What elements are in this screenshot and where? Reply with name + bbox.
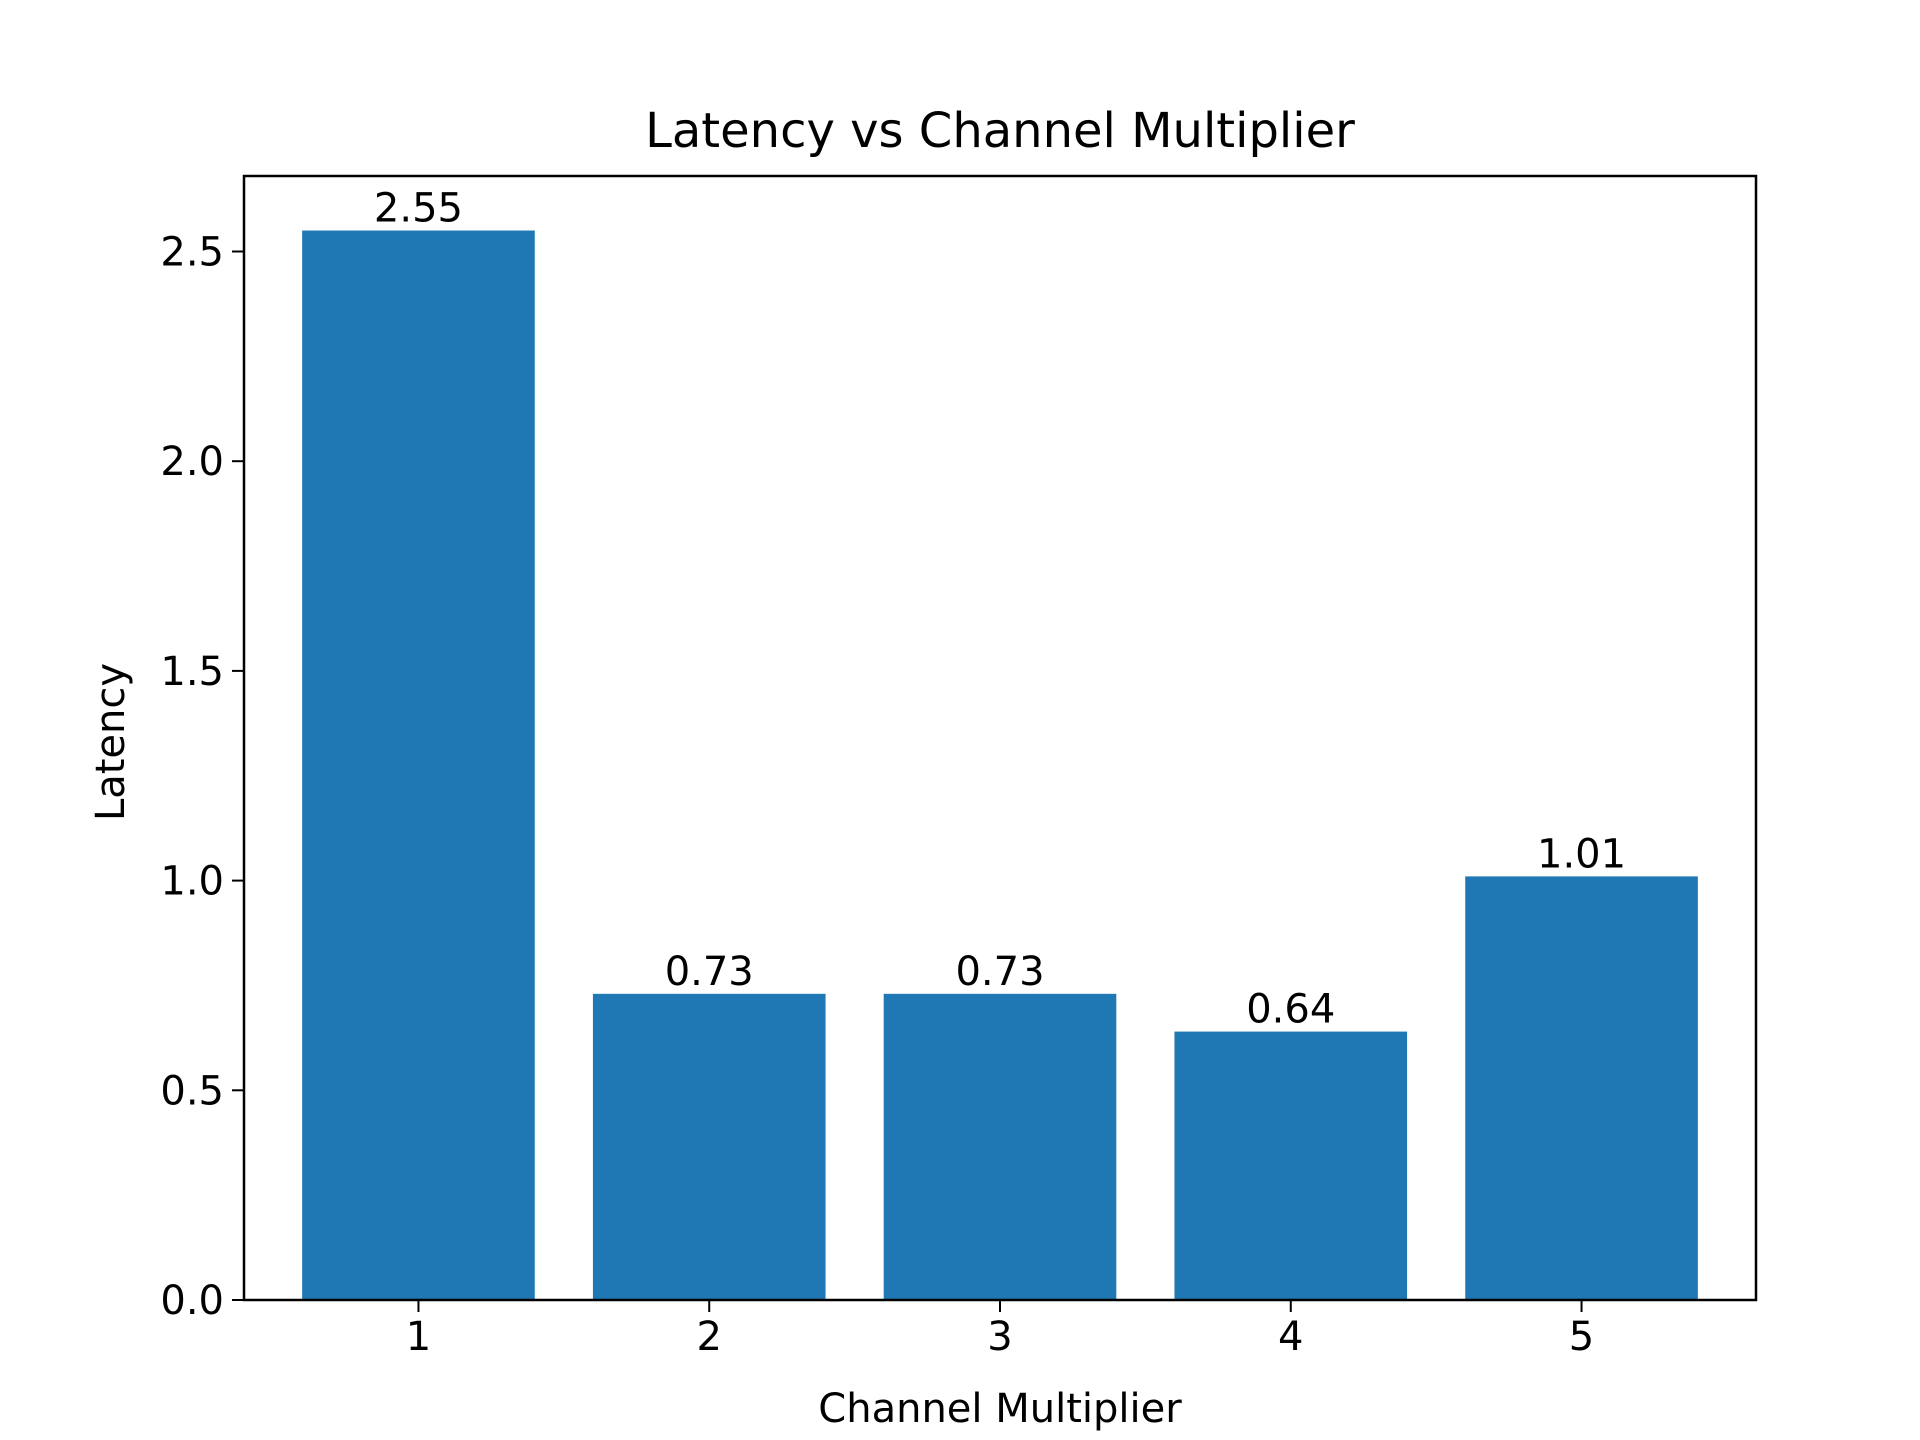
y-axis-label: Latency [88, 663, 134, 821]
data-label-5: 1.01 [1537, 831, 1626, 877]
y-tick-label-2.5: 2.5 [160, 229, 224, 275]
data-label-2: 0.73 [665, 949, 754, 995]
y-tick-label-1.5: 1.5 [160, 649, 224, 695]
y-tick-label-0.0: 0.0 [160, 1278, 224, 1324]
x-tick-label-4: 4 [1278, 1314, 1303, 1360]
y-tick-label-2.0: 2.0 [160, 439, 224, 485]
y-tick-label-0.5: 0.5 [160, 1068, 224, 1114]
bar-2 [592, 993, 826, 1300]
x-axis-label: Channel Multiplier [818, 1386, 1182, 1432]
x-tick-label-3: 3 [987, 1314, 1012, 1360]
plot-area-frame [242, 174, 1758, 1302]
data-label-1: 2.55 [374, 186, 463, 232]
data-label-4: 0.64 [1246, 987, 1335, 1033]
data-label-3: 0.73 [955, 949, 1044, 995]
x-tick-label-5: 5 [1569, 1314, 1594, 1360]
chart-title: Latency vs Channel Multiplier [645, 103, 1355, 159]
bar-3 [883, 993, 1117, 1300]
bar-1 [302, 230, 535, 1301]
bars-layer: 2.55 0.73 0.73 0.64 1.01 [302, 186, 1698, 1301]
y-tick-label-1.0: 1.0 [160, 859, 224, 905]
bar-4 [1174, 1031, 1408, 1300]
bar-5 [1465, 876, 1698, 1300]
x-tick-label-1: 1 [406, 1314, 431, 1360]
x-tick-label-2: 2 [697, 1314, 722, 1360]
ticks-layer: 1 2 3 4 5 0.0 0.5 1.0 1.5 2.0 2.5 [160, 229, 1594, 1360]
